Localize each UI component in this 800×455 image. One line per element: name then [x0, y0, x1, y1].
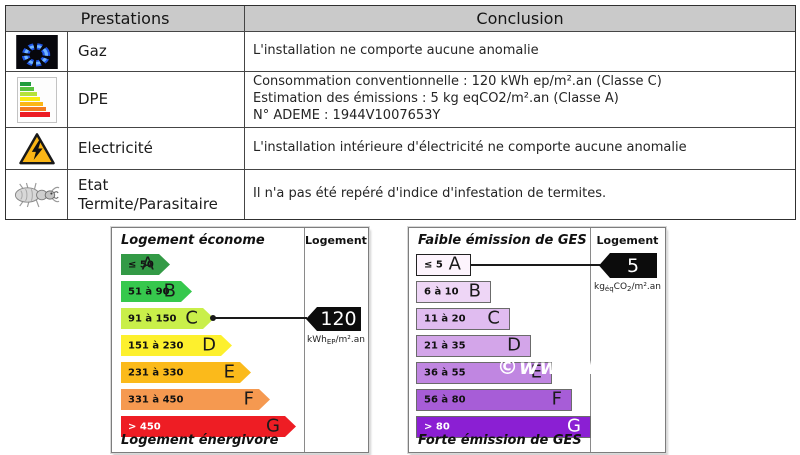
ges-letter-b: B — [468, 280, 481, 302]
row-label-gaz: Gaz — [68, 32, 245, 72]
row-label-dpe: DPE — [68, 72, 245, 128]
energy-letter-b: B — [163, 280, 176, 302]
ges-range-e: 36 à 55 — [424, 367, 466, 379]
ges-letter-a: A — [448, 253, 461, 275]
termite-icon — [14, 182, 59, 207]
energy-range-a: ≤ 50 — [128, 259, 154, 270]
ges-letter-g: G — [567, 415, 581, 437]
energy-bar-a: ≤ 50 A — [121, 254, 170, 275]
ges-chart-title: Faible émission de GES — [418, 233, 587, 248]
energy-letter-c: C — [185, 307, 198, 329]
energy-value: 120 — [320, 308, 357, 330]
ges-range-d: 21 à 35 — [424, 340, 466, 352]
ges-bar-f: 56 à 80 F — [416, 389, 572, 411]
conclusion-dpe: Consommation conventionnelle : 120 kWh e… — [245, 72, 795, 128]
column-header-conclusion: Conclusion — [245, 6, 795, 32]
energy-chart-footer: Logement énergivore — [121, 433, 279, 448]
ges-logement-header: Logement — [596, 234, 659, 247]
ges-range-g: > 80 — [424, 421, 450, 433]
ges-letter-c: C — [487, 307, 500, 329]
dpe-mini-label-icon — [16, 76, 57, 123]
energy-letter-f: F — [243, 388, 254, 410]
conclusion-electricite: L'installation intérieure d'électricité … — [245, 128, 795, 170]
table-row-termite-icon-cell — [6, 170, 68, 219]
ges-unit: kgéqCO2/m².an — [593, 282, 662, 293]
ges-emission-chart: Faible émission de GES Logement ≤ 5 A 6 … — [408, 227, 666, 453]
energy-range-c: 91 à 150 — [128, 313, 177, 324]
gas-flame-icon — [15, 34, 58, 69]
energy-logement-header: Logement — [305, 234, 367, 247]
energy-range-g: > 450 — [128, 421, 161, 432]
energy-range-e: 231 à 330 — [128, 367, 184, 378]
ges-bar-b: 6 à 10 B — [416, 281, 491, 303]
dpe-emissions-line: Estimation des émissions : 5 kg eqCO2/m²… — [253, 91, 619, 107]
table-row-gaz-icon-cell — [6, 32, 68, 72]
table-row-dpe-icon-cell — [6, 72, 68, 128]
ges-range-f: 56 à 80 — [424, 394, 466, 406]
ges-bar-e: 36 à 55 E — [416, 362, 552, 384]
ges-bar-a: ≤ 5 A — [416, 254, 471, 276]
conclusion-termite: Il n'a pas été repéré d'indice d'infesta… — [253, 186, 607, 202]
dpe-energy-chart: Logement économe Logement ≤ 50 A 51 à 90… — [111, 227, 369, 453]
energy-letter-d: D — [202, 334, 216, 356]
energy-connector-dot — [210, 315, 216, 321]
energy-chart-title: Logement économe — [121, 233, 265, 248]
ges-value-tag: 5 — [599, 253, 657, 278]
energy-bar-f: 331 à 450 F — [121, 389, 270, 410]
energy-range-d: 151 à 230 — [128, 340, 184, 351]
energy-bar-g: > 450 G — [121, 416, 296, 437]
ges-letter-d: D — [507, 334, 521, 356]
energy-letter-g: G — [266, 415, 280, 437]
conclusion-gaz: L'installation ne comporte aucune anomal… — [245, 32, 795, 72]
ges-bar-d: 21 à 35 D — [416, 335, 531, 357]
ges-letter-f: F — [551, 388, 562, 410]
energy-range-b: 51 à 90 — [128, 286, 170, 297]
dpe-consumption-line: Consommation conventionnelle : 120 kWh e… — [253, 74, 662, 90]
column-header-prestations: Prestations — [6, 6, 245, 32]
diagnostic-summary-table: Prestations Conclusion Gaz L'installatio… — [5, 5, 796, 220]
energy-bar-b: 51 à 90 B — [121, 281, 192, 302]
ges-range-c: 11 à 20 — [424, 313, 466, 325]
energy-column-divider — [304, 228, 305, 452]
ges-range-a: ≤ 5 — [424, 259, 443, 271]
ges-bar-g: > 80 G — [416, 416, 591, 438]
energy-bar-c: 91 à 150 C — [121, 308, 214, 329]
energy-letter-a: A — [141, 253, 154, 275]
table-row-electricite-icon-cell — [6, 128, 68, 170]
ges-chart-footer: Forte émission de GES — [418, 433, 582, 448]
electric-hazard-icon — [18, 132, 55, 164]
energy-unit: kWhEP/m².an — [307, 335, 365, 346]
energy-value-tag: 120 — [306, 307, 361, 331]
row-label-termite: Etat Termite/Parasitaire — [68, 170, 245, 219]
ges-connector-line — [471, 264, 600, 266]
energy-bar-e: 231 à 330 E — [121, 362, 251, 383]
ges-letter-e: E — [530, 361, 542, 383]
watermark-text: ©www.RB — [497, 355, 623, 379]
dpe-ademe-number-line: N° ADEME : 1944V1007653Y — [253, 107, 441, 123]
ges-bar-c: 11 à 20 C — [416, 308, 510, 330]
energy-range-f: 331 à 450 — [128, 394, 184, 405]
energy-letter-e: E — [223, 361, 235, 383]
row-label-electricite: Electricité — [68, 128, 245, 170]
ges-column-divider — [590, 228, 591, 452]
ges-range-b: 6 à 10 — [424, 286, 459, 298]
ges-value: 5 — [626, 254, 640, 277]
energy-connector-line — [214, 317, 307, 319]
energy-bar-d: 151 à 230 D — [121, 335, 232, 356]
